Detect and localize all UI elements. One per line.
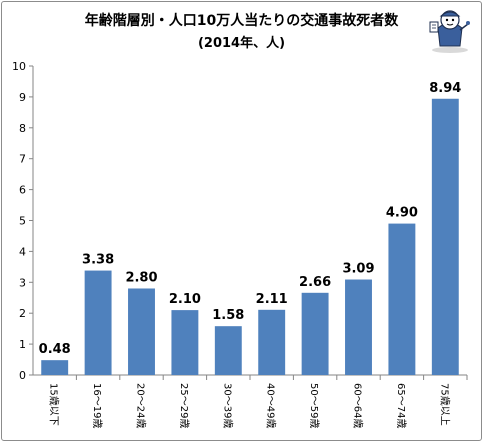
bar — [84, 270, 112, 375]
y-tick-label: 3 — [19, 276, 26, 289]
bar — [258, 309, 286, 375]
bar — [345, 279, 372, 375]
x-category-label: 25～29歳 — [178, 383, 190, 428]
y-tick-label: 1 — [19, 338, 26, 351]
y-tick-label: 2 — [19, 307, 26, 320]
data-label: 0.48 — [39, 342, 71, 357]
data-label: 1.58 — [212, 308, 244, 323]
data-label: 3.38 — [82, 253, 114, 268]
x-category-label: 65～74歳 — [395, 383, 407, 428]
bar — [41, 360, 69, 375]
y-tick-label: 4 — [19, 245, 26, 258]
bar — [388, 223, 416, 375]
y-tick-label: 10 — [12, 60, 26, 73]
bar — [214, 326, 242, 375]
chart-title: 年齢階層別・人口10万人当たりの交通事故死者数 — [84, 13, 399, 29]
y-tick-label: 0 — [19, 369, 26, 382]
data-label: 2.80 — [125, 270, 157, 285]
x-category-label: 15歳以下 — [48, 383, 60, 426]
y-tick-label: 7 — [19, 153, 26, 166]
data-label: 4.90 — [386, 206, 418, 221]
x-category-label: 30～39歳 — [221, 383, 233, 428]
x-category-label: 20～24歳 — [135, 383, 147, 428]
x-category-label: 75歳以上 — [438, 383, 450, 426]
data-label: 8.94 — [429, 81, 461, 96]
bar — [128, 288, 155, 375]
x-category-label: 50～59歳 — [308, 383, 320, 428]
data-label: 2.66 — [299, 275, 331, 290]
mascot-illustration — [429, 10, 470, 53]
y-tick-label: 5 — [19, 215, 26, 228]
bar — [171, 310, 199, 375]
x-category-label: 40～49歳 — [265, 383, 277, 428]
data-label: 2.11 — [256, 292, 288, 307]
bar — [301, 292, 329, 375]
data-label: 3.09 — [342, 262, 374, 277]
bar — [431, 98, 459, 375]
chart-subtitle: (2014年、人) — [197, 36, 286, 51]
y-tick-label: 8 — [19, 122, 26, 135]
y-tick-label: 6 — [19, 184, 26, 197]
x-category-label: 60～64歳 — [352, 383, 364, 428]
y-tick-label: 9 — [19, 91, 26, 104]
x-category-label: 16～19歳 — [91, 383, 103, 428]
data-label: 2.10 — [169, 292, 201, 307]
